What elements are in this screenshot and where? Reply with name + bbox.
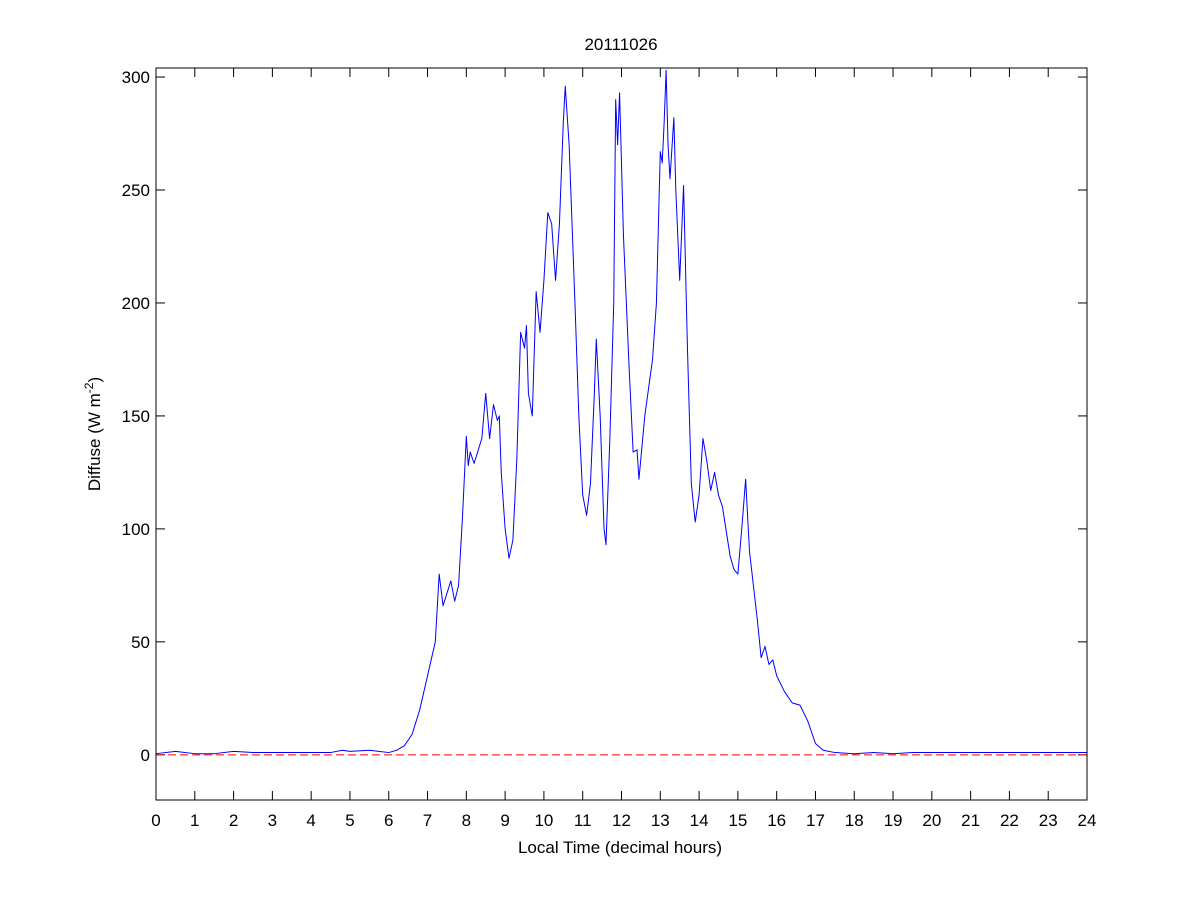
y-tick-label: 200 bbox=[122, 294, 150, 313]
y-axis-label: Diffuse (W m-2) bbox=[82, 377, 104, 491]
x-tick-label: 19 bbox=[884, 811, 903, 830]
y-tick-label: 0 bbox=[141, 746, 150, 765]
x-tick-label: 13 bbox=[651, 811, 670, 830]
x-tick-label: 2 bbox=[229, 811, 238, 830]
y-tick-label: 300 bbox=[122, 68, 150, 87]
x-tick-label: 12 bbox=[612, 811, 631, 830]
x-tick-label: 17 bbox=[806, 811, 825, 830]
y-tick-label: 150 bbox=[122, 407, 150, 426]
x-tick-label: 0 bbox=[151, 811, 160, 830]
chart-title: 20111026 bbox=[584, 35, 657, 54]
y-tick-label: 50 bbox=[131, 633, 150, 652]
x-tick-label: 6 bbox=[384, 811, 393, 830]
x-tick-label: 11 bbox=[574, 811, 592, 830]
x-tick-label: 7 bbox=[423, 811, 432, 830]
x-tick-label: 10 bbox=[534, 811, 553, 830]
x-tick-label: 1 bbox=[190, 811, 199, 830]
x-tick-label: 4 bbox=[306, 811, 315, 830]
x-tick-label: 18 bbox=[845, 811, 864, 830]
x-tick-label: 23 bbox=[1039, 811, 1058, 830]
x-tick-label: 24 bbox=[1078, 811, 1097, 830]
x-tick-label: 14 bbox=[690, 811, 709, 830]
x-tick-label: 8 bbox=[462, 811, 471, 830]
plot-frame bbox=[155, 67, 1088, 801]
data-line bbox=[155, 69, 1087, 755]
x-tick-label: 21 bbox=[961, 811, 980, 830]
x-tick-label: 16 bbox=[767, 811, 786, 830]
x-tick-label: 9 bbox=[500, 811, 509, 830]
x-tick-label: 22 bbox=[1000, 811, 1019, 830]
y-label-text: Diffuse (W m bbox=[85, 393, 104, 491]
x-axis-label: Local Time (decimal hours) bbox=[518, 838, 722, 857]
y-tick-label: 100 bbox=[122, 520, 150, 539]
x-tick-label: 20 bbox=[922, 811, 941, 830]
y-label-exponent: -2 bbox=[82, 382, 96, 393]
x-tick-label: 15 bbox=[728, 811, 747, 830]
x-tick-label: 3 bbox=[268, 811, 277, 830]
y-label-suffix: ) bbox=[85, 377, 104, 383]
y-tick-label: 250 bbox=[122, 181, 150, 200]
x-tick-label: 5 bbox=[345, 811, 354, 830]
